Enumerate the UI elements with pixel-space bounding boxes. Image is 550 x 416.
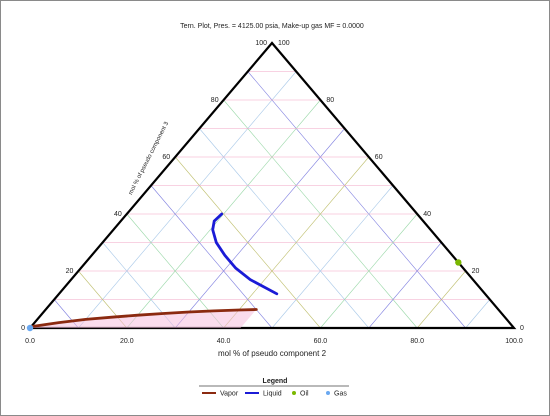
grid-line-falling [247, 71, 466, 329]
legend: Legend Vapor Liquid Oil Gas [199, 378, 349, 398]
left-tick-label: 40 [114, 211, 122, 218]
bottom-tick-label: 0.0 [25, 338, 35, 345]
right-tick-label: 20 [472, 268, 480, 275]
grid-line-rising [174, 128, 345, 329]
grid-line-rising [78, 71, 297, 329]
left-tick-label: 100 [255, 40, 267, 47]
right-tick-label: 60 [375, 154, 383, 161]
grid-line-rising [271, 185, 394, 329]
grid-line-falling [199, 128, 370, 329]
chart-title: Tern. Plot, Pres. = 4125.00 psia, Make-u… [180, 23, 364, 30]
legend-title: Legend [263, 378, 288, 385]
x-axis-label: mol % of pseudo component 2 [218, 349, 327, 358]
right-tick-label: 0 [520, 325, 524, 332]
liquid-curve [211, 212, 279, 296]
grid-line-rising [465, 299, 491, 329]
series-layer [26, 212, 462, 332]
legend-label-vapor: Vapor [220, 391, 239, 398]
right-tick-label: 40 [423, 211, 431, 218]
ternary-grid [53, 71, 491, 329]
oil-point [455, 259, 462, 266]
legend-swatch-oil [292, 391, 296, 395]
right-axis-ticks: 100 80 60 40 20 0 [278, 40, 524, 332]
right-tick-label: 80 [326, 97, 334, 104]
left-tick-label: 60 [162, 154, 170, 161]
grid-line-rising [320, 213, 418, 329]
bottom-tick-label: 80.0 [410, 338, 424, 345]
legend-items: Vapor Liquid Oil Gas [202, 391, 347, 398]
grid-line-falling [150, 185, 273, 329]
bottom-tick-label: 100.0 [505, 338, 523, 345]
gas-point [26, 324, 34, 332]
grid-line-rising [416, 270, 466, 329]
legend-label-liquid: Liquid [263, 391, 282, 398]
vapor-curve [29, 308, 258, 328]
left-tick-label: 20 [66, 268, 74, 275]
bottom-tick-label: 60.0 [314, 338, 328, 345]
bottom-tick-label: 20.0 [120, 338, 134, 345]
left-axis-ticks: 0 20 40 60 80 100 [21, 40, 267, 332]
ternary-triangle [27, 41, 517, 330]
bottom-tick-label: 40.0 [217, 338, 231, 345]
legend-swatch-gas [326, 391, 330, 395]
grid-line-rising [368, 242, 442, 329]
right-tick-label: 100 [278, 40, 290, 47]
legend-label-oil: Oil [300, 391, 309, 398]
left-tick-label: 0 [21, 325, 25, 332]
bottom-axis-ticks: 0.0 20.0 40.0 60.0 80.0 100.0 [25, 338, 523, 345]
left-tick-label: 80 [211, 97, 219, 104]
grid-line-falling [126, 213, 224, 329]
legend-label-gas: Gas [334, 391, 347, 398]
two-phase-region [30, 309, 257, 328]
